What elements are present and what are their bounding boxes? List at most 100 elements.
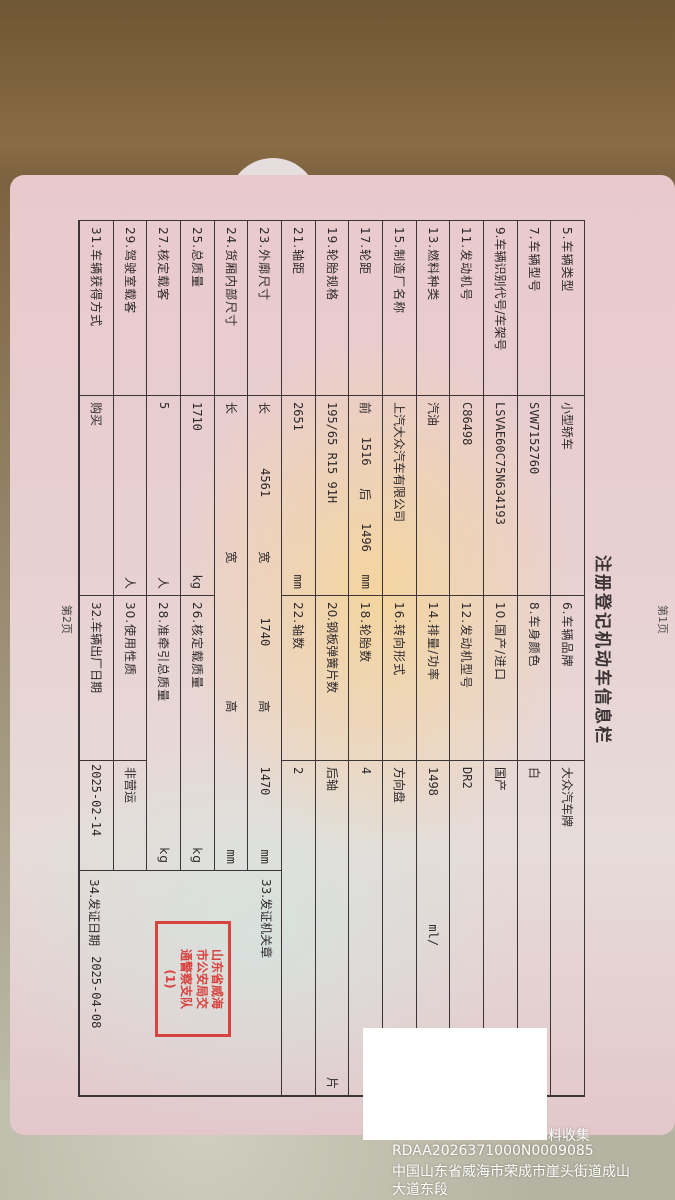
label-cargo-dimensions: 24.货厢内部尺寸 [213,221,248,396]
seal-line: 市公安局交 [194,948,209,1009]
value-engine-number: C86498 [449,396,483,596]
label-wheelbase: 21.轴距 [281,221,315,396]
label-model: 7.车辆型号 [516,221,551,396]
label-vehicle-type: 5.车辆类型 [550,221,584,396]
unit: kg [190,847,205,864]
seal-line: (1) [163,969,178,989]
value-cargo-dimensions: 长 宽 高 mm [213,396,248,871]
value-total-mass: 1710 kg [180,396,214,596]
unit: mm [224,849,239,864]
issue-date-row: 34.发证日期 2025-04-08 [86,879,103,1087]
value-fuel: 汽油 [415,396,450,596]
label-total-mass: 25.总质量 [180,221,214,396]
unit: mm [257,849,272,864]
certificate-page: 第1页 注册登记机动车信息栏 5.车辆类型 小型轿车 6.车辆品牌 大众汽车牌 … [10,175,675,1135]
value-manufacture-date: 2025-02-14 [79,761,113,871]
registration-certificate-photo: 第1页 注册登记机动车信息栏 5.车辆类型 小型轿车 6.车辆品牌 大众汽车牌 … [10,175,675,1135]
label-manufacturer: 15.制造厂名称 [382,221,416,396]
watermark-line-1: 料收集 [548,1128,590,1144]
label-leaf-springs: 20.钢板弹簧片数 [314,596,349,761]
value-passengers: 5 人 [146,396,180,596]
value-brand: 大众汽车牌 [550,761,584,1096]
width: 1740 [257,617,272,647]
label-color: 8.车身颜色 [516,596,551,761]
label-origin: 10.国产/进口 [483,596,517,761]
value-dimensions: 长 4561 宽 1740 高 1470 mm [247,396,281,871]
page-number-top: 第1页 [656,605,669,634]
label-towing-mass: 28.准牵引总质量 kg [146,596,180,871]
value-tire-spec: 195/65 R15 91H [314,396,349,596]
towing-mass-label: 28.准牵引总质量 [156,602,171,703]
vehicle-info-table: 5.车辆类型 小型轿车 6.车辆品牌 大众汽车牌 7.车辆型号 SVW71527… [78,220,585,1097]
seal-line: 山东省威海 [210,948,225,1009]
redaction-box [363,1028,547,1140]
height-label: 高 [257,700,272,713]
value-acquisition: 购买 [79,396,113,596]
height-label: 高 [223,700,238,713]
label-dimensions: 23.外廓尺寸 [247,221,281,396]
label-passengers: 27.核定载客 [146,221,180,396]
width-label: 宽 [223,551,238,564]
watermark-line-2: RDAA2026371000N0009085 [392,1143,594,1159]
issue-date: 2025-04-08 [89,956,103,1029]
label-vin: 9.车辆识别代号/车架号 [483,221,517,396]
displacement-unit: ml/ [426,924,441,947]
length-label: 长 [223,402,238,415]
label-cab-passengers: 29.驾驶室载客 [112,221,147,396]
value-wheelbase: 2651 mm [281,396,315,596]
wheelbase: 2651 [291,402,306,431]
label-rated-load: 26.核定载质量 kg [180,596,214,871]
unit: 人 [122,576,137,589]
unit: 人 [156,576,171,589]
label-engine-number: 11.发动机号 [449,221,483,396]
label-axles: 22.轴数 [281,596,315,761]
unit: kg [156,847,171,864]
label-usage: 30.使用性质 [112,596,147,761]
official-seal: 山东省威海 市公安局交 通警察支队 (1) [155,921,231,1037]
label-brand: 6.车辆品牌 [550,596,584,761]
label-steering: 16.转向形式 [382,596,416,761]
watermark-line-3: 中国山东省威海市荣成市崖头街道成山 [392,1164,630,1180]
issue-date-label: 34.发证日期 [87,879,101,947]
label-tire-spec: 19.轮胎规格 [314,221,349,396]
label-tire-count: 18.轮胎数 [348,596,382,761]
value-vehicle-type: 小型轿车 [550,396,584,596]
width-label: 宽 [257,551,272,564]
rear-track: 1496 [358,522,373,552]
label-fuel: 13.燃料种类 [415,221,450,396]
front-label: 前 [358,402,373,415]
watermark-line-4: 大道东段 [392,1182,448,1198]
label-engine-model: 12.发动机型号 [449,596,483,761]
value-usage: 非营运 [112,761,147,871]
value-leaf-springs: 后轴 片 [314,761,349,1096]
passengers: 5 [156,402,171,410]
issuer-label: 33.发证机关章 [259,879,273,959]
total-mass: 1710 [190,402,205,431]
value-cab-passengers: 人 [112,396,147,596]
label-manufacture-date: 32.车辆出厂日期 [79,596,113,761]
unit: kg [190,574,205,589]
unit: 片 [324,1076,339,1089]
rear-label: 后 [358,488,373,501]
unit: mm [291,574,306,589]
certificate-title: 注册登记机动车信息栏 [592,555,612,745]
value-vin: LSVAE60C75N634193 [483,396,517,596]
value-model: SVW7152760 [516,396,551,596]
length-label: 长 [257,402,272,415]
displacement: 1498 [426,767,441,796]
rated-load-label: 26.核定载质量 [189,602,204,690]
label-acquisition: 31.车辆获得方式 [79,221,113,396]
rear-axle: 后轴 [324,767,339,792]
value-manufacturer: 上汽大众汽车有限公司 [382,396,416,596]
label-displacement-power: 14.排量/功率 [415,596,450,761]
length: 4561 [257,468,272,498]
seal-line: 通警察支队 [179,948,193,1009]
page-number-bottom: 第2页 [60,605,73,634]
value-track: 前 1516 后 1496 mm [348,396,382,596]
issuer-cell: 33.发证机关章 山东省威海 市公安局交 通警察支队 (1) 34.发证日期 2… [79,871,281,1096]
label-track: 17.轮距 [348,221,382,396]
unit: mm [358,574,373,589]
value-axles: 2 [281,761,315,1096]
height: 1470 [257,766,272,796]
front-track: 1516 [358,436,373,466]
